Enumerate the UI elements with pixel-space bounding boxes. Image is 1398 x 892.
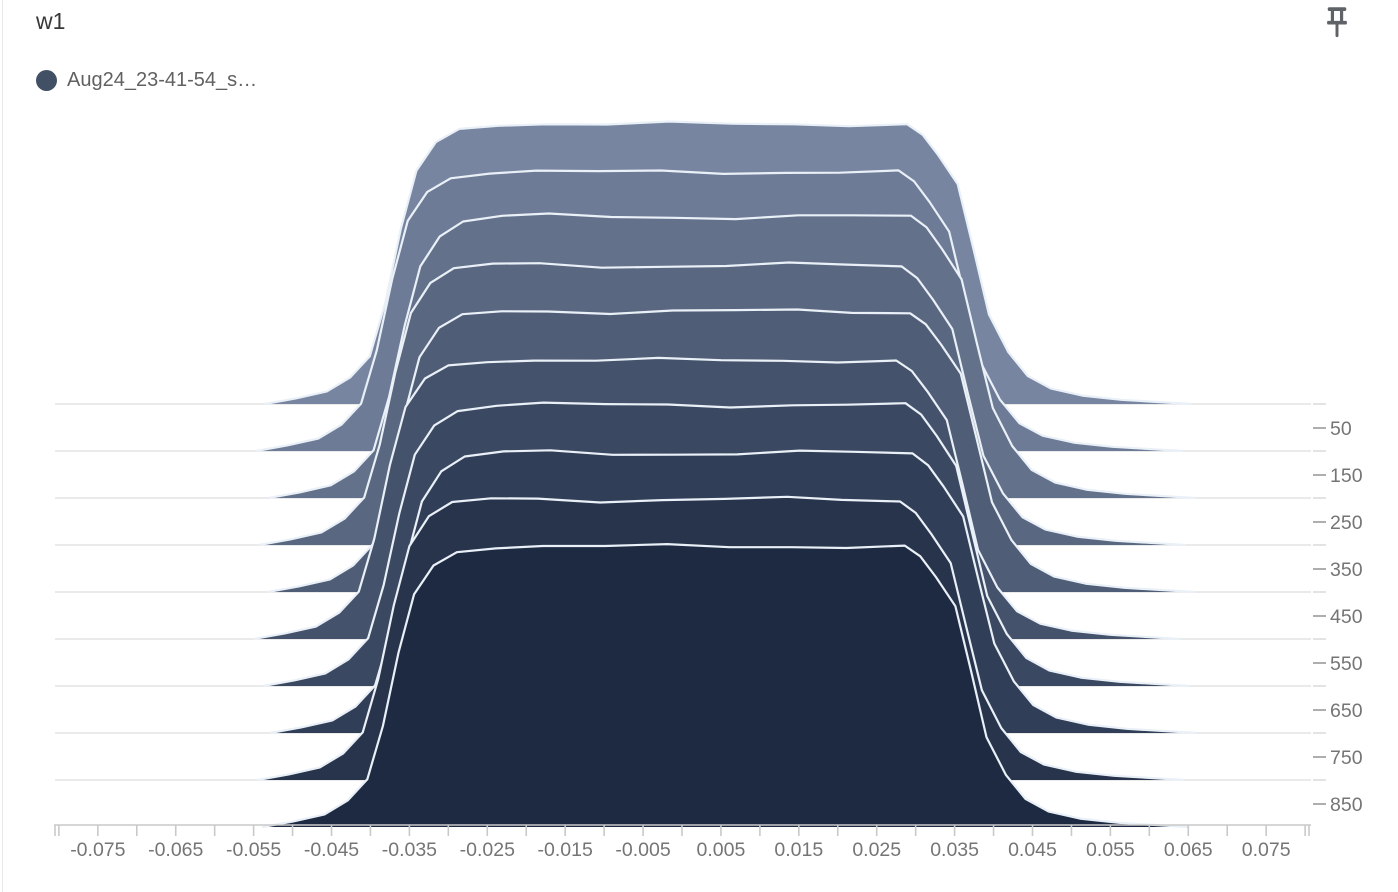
histogram-ridge-outline — [257, 495, 1185, 782]
histogram-ridge-outline — [253, 356, 1181, 641]
x-axis-tick-label: -0.075 — [70, 839, 125, 861]
x-axis-tick-label: 0.005 — [697, 839, 746, 861]
legend-run-dot — [36, 70, 57, 91]
x-axis-tick-label: -0.055 — [226, 839, 281, 861]
x-axis-tick-label: -0.005 — [615, 839, 670, 861]
x-axis-tick-label: -0.015 — [538, 839, 593, 861]
x-axis-tick-label: -0.035 — [382, 839, 437, 861]
y-axis-tick-label: 650 — [1330, 700, 1363, 722]
x-axis-tick-label: 0.015 — [774, 839, 823, 861]
y-axis-tick-label: 550 — [1330, 653, 1363, 675]
chart-title: w1 — [36, 8, 66, 34]
y-axis-tick-label: 850 — [1330, 794, 1363, 816]
x-axis-tick-label: -0.045 — [304, 839, 359, 861]
pin-button[interactable] — [1320, 6, 1354, 50]
pin-icon — [1327, 7, 1347, 38]
histogram-ridge-outline — [258, 261, 1186, 547]
x-axis-tick-label: -0.025 — [460, 839, 515, 861]
x-axis-tick-label: 0.055 — [1086, 839, 1135, 861]
x-axis-tick-label: -0.065 — [148, 839, 203, 861]
y-axis-tick-label: 250 — [1330, 512, 1363, 534]
legend-run-label: Aug24_23-41-54_s… — [67, 69, 258, 91]
y-axis-tick-label: 150 — [1330, 465, 1363, 487]
y-axis-tick-label: 750 — [1330, 747, 1363, 769]
x-axis-tick-label: 0.025 — [852, 839, 901, 861]
histogram-ridge-outline — [262, 543, 1190, 829]
x-axis-tick-label: 0.065 — [1164, 839, 1213, 861]
x-axis-tick-label: 0.035 — [930, 839, 979, 861]
histogram-ridge-outline — [255, 169, 1183, 453]
x-axis-tick-label: 0.075 — [1242, 839, 1291, 861]
card-left-divider — [2, 0, 3, 892]
histogram-ridge-outline — [268, 212, 1196, 500]
y-axis-tick-label: 450 — [1330, 606, 1363, 628]
histogram-ridge-outline — [264, 120, 1192, 406]
x-axis-tick-label: 0.045 — [1008, 839, 1057, 861]
y-axis-tick-label: 350 — [1330, 559, 1363, 581]
y-axis-tick-label: 50 — [1330, 418, 1352, 440]
legend: Aug24_23-41-54_s… — [36, 69, 257, 92]
histogram-ridge-outline — [262, 401, 1190, 688]
